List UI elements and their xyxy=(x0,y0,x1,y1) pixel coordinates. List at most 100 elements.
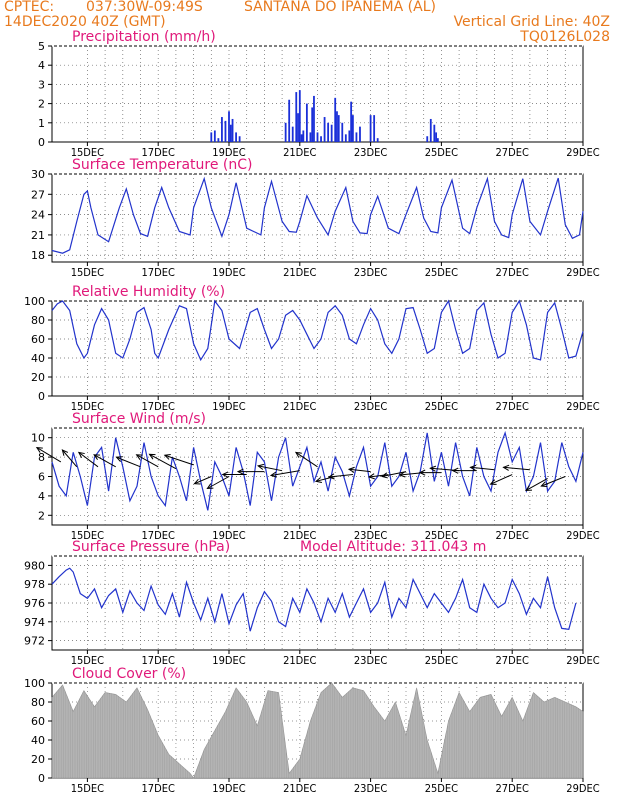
x-tick-label: 17DEC xyxy=(142,400,175,413)
y-tick-label: 10 xyxy=(31,432,45,445)
precip-bar xyxy=(224,120,227,142)
x-tick-label: 21DEC xyxy=(283,146,316,159)
wind-vector xyxy=(258,465,283,472)
x-tick-label: 17DEC xyxy=(142,529,175,542)
x-tick-label: 19DEC xyxy=(212,266,245,279)
x-tick-label: 23DEC xyxy=(354,146,387,159)
precip-bar xyxy=(221,117,223,142)
x-tick-label: 15DEC xyxy=(71,782,104,795)
precip-bar xyxy=(309,132,312,142)
wind-vector-head xyxy=(451,467,459,474)
precip-bar xyxy=(330,124,333,142)
y-tick-label: 60 xyxy=(31,333,45,346)
y-tick-label: 8 xyxy=(38,451,45,464)
wind-vector xyxy=(348,468,371,473)
x-tick-label: 27DEC xyxy=(496,266,529,279)
y-tick-label: 978 xyxy=(24,578,45,591)
precip-bar xyxy=(229,124,232,142)
panel-subtitle: Model Altitude: 311.043 m xyxy=(300,539,486,555)
x-tick-label: 25DEC xyxy=(425,266,458,279)
panel-2: 0 20 40 60 80 100 15DEC 17DEC 19DEC 21DEC 23DEC 25D… xyxy=(24,284,600,413)
x-tick-label: 29DEC xyxy=(566,266,599,279)
wind-vector xyxy=(541,476,566,487)
x-tick-label: 29DEC xyxy=(566,529,599,542)
panel-title: Surface Wind (m/s) xyxy=(72,411,206,427)
wind-vector-head xyxy=(398,471,406,478)
precip-bar xyxy=(359,126,361,142)
precip-bar xyxy=(295,92,298,142)
x-tick-label: 27DEC xyxy=(496,529,529,542)
series-line xyxy=(51,567,577,632)
y-tick-label: 972 xyxy=(24,635,45,648)
x-tick-label: 17DEC xyxy=(142,146,175,159)
precip-bar xyxy=(217,138,220,142)
precip-bar xyxy=(327,122,330,142)
precip-bar xyxy=(284,122,287,142)
precip-bar xyxy=(369,115,372,142)
wind-vector-head xyxy=(429,465,437,472)
precip-bar xyxy=(297,113,299,142)
header-run: 14DEC2020 40Z (GMT) xyxy=(4,14,166,30)
wind-vector xyxy=(270,470,300,476)
wind-vector xyxy=(295,451,318,468)
wind-vector xyxy=(525,478,548,491)
x-tick-label: 25DEC xyxy=(425,146,458,159)
wind-vector-head xyxy=(256,463,265,470)
x-tick-label: 25DEC xyxy=(425,782,458,795)
wind-vector xyxy=(328,474,353,478)
wind-vector-head xyxy=(367,473,375,480)
wind-vector-head xyxy=(148,453,156,460)
wind-vector xyxy=(149,453,177,470)
y-tick-label: 1 xyxy=(38,117,45,130)
x-tick-label: 19DEC xyxy=(212,654,245,667)
wind-vector xyxy=(369,474,389,478)
panel-title: Precipitation (mm/h) xyxy=(72,29,216,45)
x-tick-label: 27DEC xyxy=(496,654,529,667)
y-tick-label: 20 xyxy=(31,753,45,766)
y-tick-label: 100 xyxy=(24,295,45,308)
precip-bar xyxy=(334,97,337,142)
precip-bar xyxy=(302,130,305,142)
x-tick-label: 21DEC xyxy=(283,266,316,279)
wind-vector xyxy=(503,466,530,471)
wind-vector xyxy=(490,474,513,485)
x-tick-label: 15DEC xyxy=(71,146,104,159)
wind-vector-head xyxy=(193,478,201,485)
x-tick-label: 27DEC xyxy=(496,146,529,159)
panel-1: 18 21 24 27 30 15DEC 17DEC 19DEC 21DEC 23DEC 25DEC… xyxy=(31,157,600,279)
precip-bar xyxy=(323,117,326,142)
panel-4: 972 974 976 978 980 15DEC 17DEC 19DEC 21DEC 23DEC… xyxy=(24,539,600,667)
y-tick-label: 0 xyxy=(38,772,45,785)
wind-vector-head xyxy=(380,472,388,479)
wind-vector-head xyxy=(524,485,533,491)
header-location: SANTANA DO IPANEMA (AL) xyxy=(244,0,436,15)
wind-vector-head xyxy=(294,451,302,458)
precip-bar xyxy=(238,136,241,142)
wind-vector xyxy=(93,454,116,468)
precip-bar xyxy=(344,134,347,142)
series-line xyxy=(51,299,584,362)
y-tick-label: 20 xyxy=(31,371,45,384)
x-tick-label: 23DEC xyxy=(354,782,387,795)
wind-vector xyxy=(194,476,212,485)
wind-vector-head xyxy=(163,453,171,460)
y-tick-label: 24 xyxy=(31,209,45,222)
wind-vector-head xyxy=(236,468,244,475)
precip-bar xyxy=(291,126,294,142)
x-tick-label: 21DEC xyxy=(283,782,316,795)
panel-frame xyxy=(51,555,584,651)
wind-vector-head xyxy=(61,449,69,456)
precip-bar xyxy=(350,101,353,142)
precip-bar xyxy=(311,107,314,142)
x-tick-label: 21DEC xyxy=(283,529,316,542)
y-tick-label: 40 xyxy=(31,352,45,365)
header-gridline: Vertical Grid Line: 40Z xyxy=(453,14,610,30)
y-tick-label: 40 xyxy=(31,734,45,747)
wind-vector-head xyxy=(135,454,143,460)
series-line xyxy=(51,430,584,511)
y-tick-label: 100 xyxy=(24,677,45,690)
x-tick-label: 25DEC xyxy=(425,654,458,667)
wind-vector-head xyxy=(327,473,335,480)
wind-vector-head xyxy=(347,466,355,473)
wind-vector xyxy=(470,466,495,471)
